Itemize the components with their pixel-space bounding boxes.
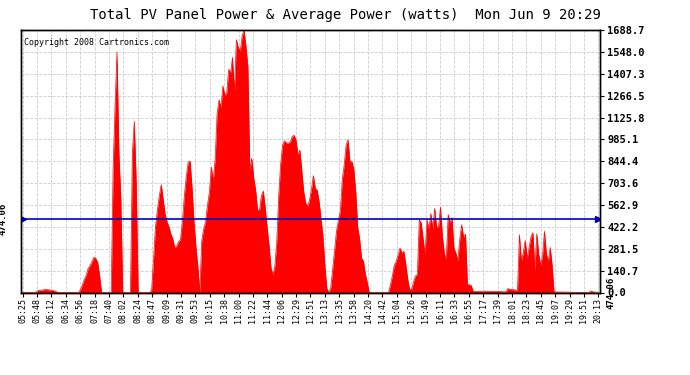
Text: 474.06: 474.06 xyxy=(606,276,615,309)
Text: 474.06: 474.06 xyxy=(0,202,7,235)
Text: Total PV Panel Power & Average Power (watts)  Mon Jun 9 20:29: Total PV Panel Power & Average Power (wa… xyxy=(90,8,600,21)
Text: Copyright 2008 Cartronics.com: Copyright 2008 Cartronics.com xyxy=(23,38,168,47)
